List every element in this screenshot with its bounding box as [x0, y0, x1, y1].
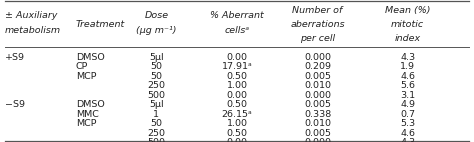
Text: 1: 1: [154, 110, 159, 119]
Text: CP: CP: [76, 62, 88, 71]
Text: % Aberrant: % Aberrant: [210, 11, 264, 20]
Text: MMC: MMC: [76, 110, 99, 119]
Text: 250: 250: [147, 81, 165, 90]
Text: 1.00: 1.00: [227, 119, 247, 128]
Text: 5.3: 5.3: [400, 119, 415, 128]
Text: 500: 500: [147, 91, 165, 100]
Text: ± Auxiliary: ± Auxiliary: [5, 11, 57, 20]
Text: 0.00: 0.00: [227, 138, 247, 142]
Text: 3.1: 3.1: [400, 91, 415, 100]
Text: per cell: per cell: [300, 34, 335, 43]
Text: metabolism: metabolism: [5, 26, 61, 35]
Text: 5.6: 5.6: [400, 81, 415, 90]
Text: 1.00: 1.00: [227, 81, 247, 90]
Text: 500: 500: [147, 138, 165, 142]
Text: Number of: Number of: [292, 6, 343, 15]
Text: 4.6: 4.6: [400, 72, 415, 81]
Text: 5μl: 5μl: [149, 100, 164, 109]
Text: (μg m⁻¹): (μg m⁻¹): [136, 26, 177, 35]
Text: Mean (%): Mean (%): [385, 6, 430, 15]
Text: −S9: −S9: [5, 100, 25, 109]
Text: 250: 250: [147, 129, 165, 138]
Text: 0.00: 0.00: [227, 53, 247, 61]
Text: 0.000: 0.000: [304, 53, 331, 61]
Text: Treatment: Treatment: [76, 20, 125, 29]
Text: MCP: MCP: [76, 72, 96, 81]
Text: 5μl: 5μl: [149, 53, 164, 61]
Text: 0.209: 0.209: [304, 62, 331, 71]
Text: cellsᵃ: cellsᵃ: [224, 26, 250, 35]
Text: 0.000: 0.000: [304, 138, 331, 142]
Text: 17.91ᵃ: 17.91ᵃ: [222, 62, 252, 71]
Text: 0.50: 0.50: [227, 129, 247, 138]
Text: 1.9: 1.9: [400, 62, 415, 71]
Text: 0.005: 0.005: [304, 129, 331, 138]
Text: index: index: [394, 34, 421, 43]
Text: 0.000: 0.000: [304, 91, 331, 100]
Text: 0.50: 0.50: [227, 100, 247, 109]
Text: 4.6: 4.6: [400, 129, 415, 138]
Text: 0.50: 0.50: [227, 72, 247, 81]
Text: 50: 50: [150, 62, 163, 71]
Text: 26.15ᵃ: 26.15ᵃ: [222, 110, 252, 119]
Text: Dose: Dose: [145, 11, 168, 20]
Text: 4.3: 4.3: [400, 138, 415, 142]
Text: aberrations: aberrations: [290, 20, 345, 29]
Text: 50: 50: [150, 119, 163, 128]
Text: 0.010: 0.010: [304, 81, 331, 90]
Text: 0.005: 0.005: [304, 72, 331, 81]
Text: +S9: +S9: [5, 53, 25, 61]
Text: 0.338: 0.338: [304, 110, 331, 119]
Text: 4.3: 4.3: [400, 53, 415, 61]
Text: 0.7: 0.7: [400, 110, 415, 119]
Text: 0.00: 0.00: [227, 91, 247, 100]
Text: 50: 50: [150, 72, 163, 81]
Text: 4.9: 4.9: [400, 100, 415, 109]
Text: MCP: MCP: [76, 119, 96, 128]
Text: mitotic: mitotic: [391, 20, 424, 29]
Text: DMSO: DMSO: [76, 53, 105, 61]
Text: 0.010: 0.010: [304, 119, 331, 128]
Text: DMSO: DMSO: [76, 100, 105, 109]
Text: 0.005: 0.005: [304, 100, 331, 109]
